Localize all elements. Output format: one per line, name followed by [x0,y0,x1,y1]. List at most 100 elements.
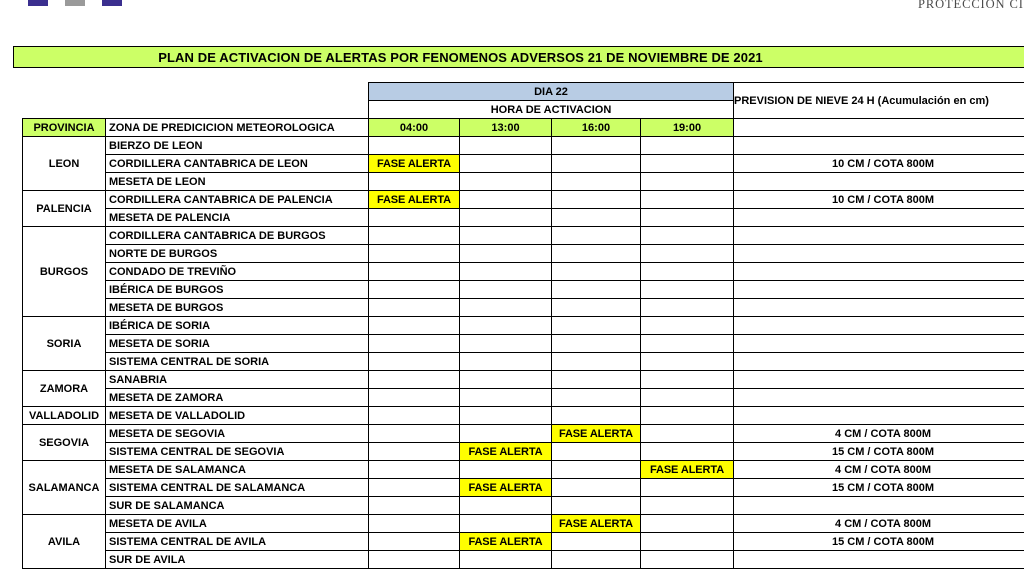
prevision-cell [733,280,1024,299]
hour-cell [368,208,460,227]
table-row: VALLADOLID MESETA DE VALLADOLID [22,406,1024,425]
logo-block-middle-icon [65,0,85,6]
hour-cell [459,262,552,281]
prevision-cell [733,226,1024,245]
hour-cell [459,514,552,533]
activation-band-label: HORA DE ACTIVACION [367,100,735,119]
prevision-cell: 15 CM / COTA 800M [733,532,1024,551]
hour-cell [368,280,460,299]
hour-cell [368,298,460,317]
alert-cell[interactable]: FASE ALERTA [551,424,641,443]
table-row: SISTEMA CENTRAL DE SORIA [23,352,1024,371]
prevision-header-label: PREVISION DE NIEVE 24 H (Acumulación en … [733,82,1024,119]
hour-cell [459,154,552,173]
hour-cell [459,298,552,317]
hour-cell [368,334,460,353]
prevision-cell [733,370,1024,389]
hour-cell [368,316,460,335]
alert-cell[interactable]: FASE ALERTA [459,532,552,551]
prevision-cell [733,262,1024,281]
hour-cell [551,262,641,281]
prevision-cell: 15 CM / COTA 800M [733,442,1024,461]
hour-cell [368,388,460,407]
province-cell: VALLADOLID [22,406,106,425]
hour-cell [639,262,735,281]
table-row: SORIA IBÉRICA DE SORIA [22,316,1024,371]
zone-cell: SUR DE AVILA [105,550,369,569]
hour-cell [368,442,460,461]
hour-cell [639,424,735,443]
zone-cell: SISTEMA CENTRAL DE SEGOVIA [105,442,369,461]
header-spacer-province-2 [22,100,106,119]
province-cell: SORIA [22,316,106,371]
hour-cell [368,244,460,263]
alert-activation-table: DIA 22 PREVISION DE NIEVE 24 H (Acumulaci… [22,82,1024,569]
hour-cell [639,496,735,515]
zone-cell: MESETA DE PALENCIA [105,208,369,227]
hour-cell [551,478,641,497]
hour-cell [639,172,735,191]
prevision-cell [733,388,1024,407]
hour-cell [459,172,552,191]
zone-cell: CORDILLERA CANTABRICA DE BURGOS [105,226,369,245]
hour-cell [459,280,552,299]
hour-cell [459,334,552,353]
zone-cell: MESETA DE BURGOS [105,298,369,317]
table-row: NORTE DE BURGOS [23,244,1024,263]
table-row: SUR DE AVILA [23,550,1024,569]
prevision-cell [733,550,1024,569]
alert-cell[interactable]: FASE ALERTA [459,442,552,461]
page-title: PLAN DE ACTIVACION DE ALERTAS POR FENOME… [158,49,763,65]
hour-cell [639,280,735,299]
alert-cell[interactable]: FASE ALERTA [639,460,735,479]
province-cell: SEGOVIA [22,424,106,461]
prevision-cell [733,334,1024,353]
day-band-label: DIA 22 [367,82,735,101]
letterhead: PROTECCIÓN CIVIL [0,0,1024,40]
hour-cell [639,514,735,533]
table-row: LEON BIERZO DE LEON [22,136,1024,191]
hour-cell [368,172,460,191]
column-header-hour-1900: 19:00 [639,118,735,137]
province-cell: BURGOS [22,226,106,317]
hour-cell [639,190,735,209]
hour-cell [459,226,552,245]
column-header-zone: ZONA DE PREDICICION METEOROLOGICA [105,118,369,137]
zone-cell: MESETA DE SEGOVIA [105,424,369,443]
hour-cell [551,226,641,245]
organization-logo [28,0,122,6]
prevision-cell [733,298,1024,317]
alert-cell[interactable]: FASE ALERTA [368,190,460,209]
column-header-hour-1600: 16:00 [551,118,641,137]
prevision-cell [733,208,1024,227]
hour-cell [639,226,735,245]
hour-cell [459,424,552,443]
hour-cell [639,478,735,497]
prevision-cell: 4 CM / COTA 800M [733,424,1024,443]
prevision-cell [733,136,1024,155]
alert-cell[interactable]: FASE ALERTA [368,154,460,173]
hour-cell [368,496,460,515]
hour-cell [551,154,641,173]
hour-cell [639,316,735,335]
hour-cell [639,334,735,353]
column-header-prevision-blank [733,118,1024,137]
logo-block-left-icon [28,0,48,6]
letterhead-agency-name: PROTECCIÓN CIVIL [918,0,1024,11]
prevision-cell [733,316,1024,335]
alert-cell[interactable]: FASE ALERTA [551,514,641,533]
hour-cell [459,316,552,335]
hour-cell [639,532,735,551]
document-title-banner: PLAN DE ACTIVACION DE ALERTAS POR FENOME… [13,46,1024,68]
hour-cell [368,514,460,533]
hour-cell [459,370,552,389]
alert-cell[interactable]: FASE ALERTA [459,478,552,497]
zone-cell: SISTEMA CENTRAL DE SALAMANCA [105,478,369,497]
hour-cell [551,496,641,515]
table-row: CORDILLERA CANTABRICA DE LEON FASE ALERTA… [23,154,1024,173]
hour-cell [459,550,552,569]
hour-cell [639,352,735,371]
header-spacer-province [22,82,106,101]
column-header-province: PROVINCIA [22,118,106,137]
hour-cell [459,244,552,263]
